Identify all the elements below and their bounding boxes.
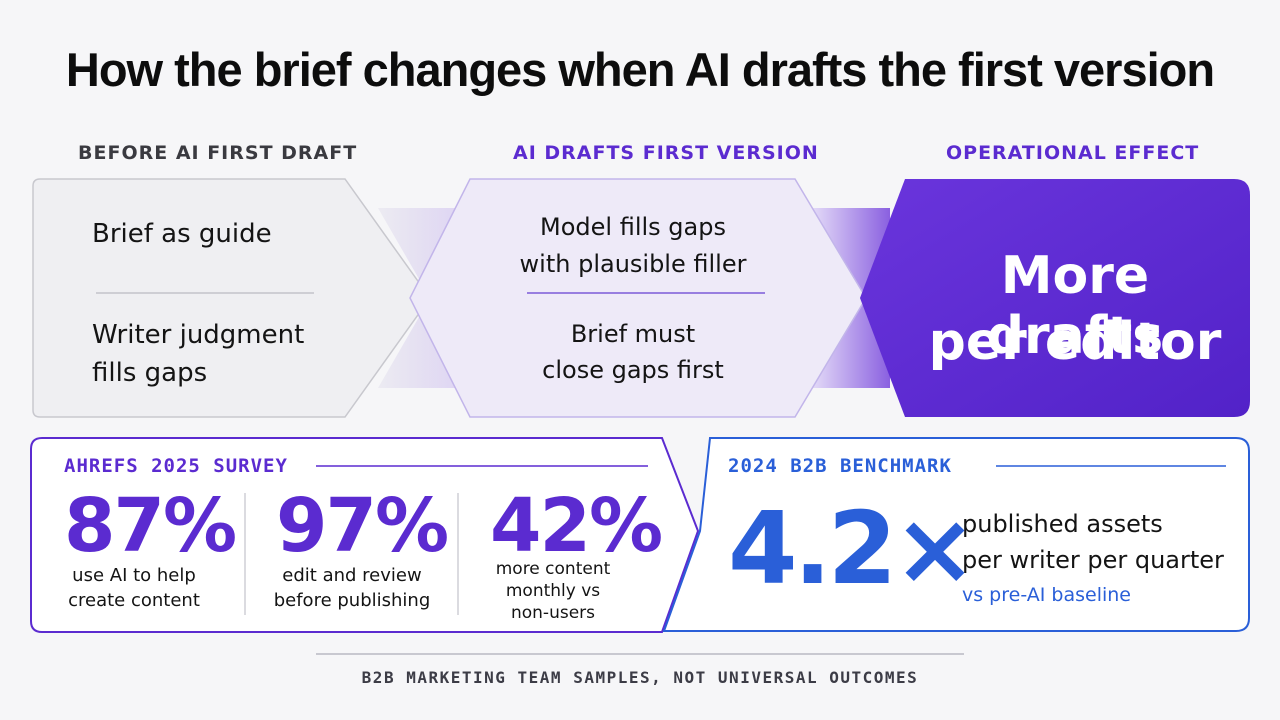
- stat-desc-3c: non-users: [510, 603, 596, 623]
- stat-desc-3b: monthly vs: [505, 581, 601, 601]
- effect-line-1: More drafts: [986, 246, 1164, 366]
- stat-desc-1a: use AI to help: [72, 565, 196, 586]
- survey-panel: [30, 437, 700, 633]
- connector-arrow-2: [810, 208, 890, 388]
- stat-desc-3a: more content: [495, 559, 611, 579]
- ai-line-1b: with plausible filler: [519, 250, 747, 278]
- stat-desc-1b: create content: [68, 590, 200, 611]
- benchmark-note: vs pre-AI baseline: [962, 584, 1131, 606]
- ai-line-2b: close gaps first: [542, 356, 724, 384]
- stat-desc-2a: edit and review: [282, 565, 422, 586]
- page-title: How the brief changes when AI drafts the…: [65, 43, 1215, 96]
- ai-heading: AI DRAFTS FIRST VERSION: [513, 142, 819, 164]
- effect-line-2: per editor: [928, 312, 1222, 372]
- effect-heading: OPERATIONAL EFFECT: [946, 142, 1200, 164]
- effect-box: [860, 179, 1250, 417]
- before-line-2a: Writer judgment: [92, 320, 305, 350]
- stat-value-1: 87%: [64, 483, 237, 569]
- stat-value-2: 97%: [276, 483, 449, 569]
- before-box: [32, 178, 431, 418]
- ai-box: [409, 178, 867, 418]
- benchmark-label: 2024 B2B BENCHMARK: [728, 455, 952, 477]
- ai-line-2a: Brief must: [570, 320, 696, 348]
- footer-caption: B2B MARKETING TEAM SAMPLES, NOT UNIVERSA…: [361, 668, 919, 687]
- survey-label: AHREFS 2025 SURVEY: [64, 455, 288, 477]
- ai-line-1a: Model fills gaps: [540, 213, 726, 241]
- benchmark-panel: [662, 437, 1250, 632]
- before-line-1: Brief as guide: [92, 219, 272, 249]
- stat-desc-2b: before publishing: [273, 590, 431, 611]
- benchmark-desc-2: per writer per quarter: [962, 546, 1224, 574]
- benchmark-value: 4.2×: [728, 490, 977, 607]
- stat-value-3: 42%: [490, 483, 663, 569]
- benchmark-desc-1: published assets: [962, 510, 1163, 538]
- before-heading: BEFORE AI FIRST DRAFT: [78, 142, 358, 164]
- before-line-2b: fills gaps: [92, 358, 208, 388]
